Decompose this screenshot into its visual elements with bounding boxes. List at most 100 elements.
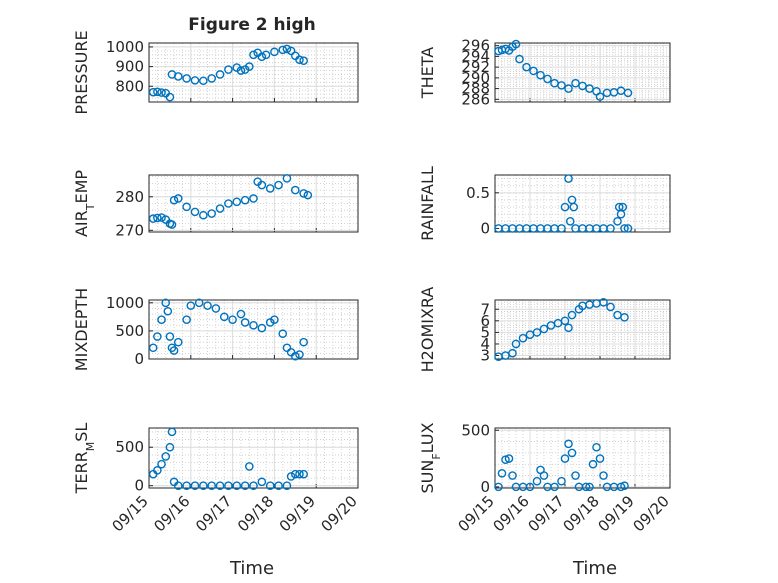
data-point — [623, 224, 633, 233]
data-point — [557, 476, 566, 486]
data-point — [249, 194, 258, 203]
y-tick-label: 500 — [115, 438, 144, 456]
data-point — [257, 180, 267, 190]
y-tick-label: 270 — [115, 221, 144, 239]
data-point — [153, 213, 162, 223]
data-point — [539, 324, 549, 334]
figure-title: Figure 2 high — [188, 15, 316, 35]
data-point — [257, 52, 267, 62]
data-point — [571, 471, 580, 480]
data-point — [595, 454, 605, 463]
data-point — [257, 323, 267, 333]
data-point — [299, 469, 308, 479]
x-tick-label: 09/17 — [525, 492, 568, 535]
y-tick-label: 0 — [134, 477, 144, 495]
data-point — [497, 468, 507, 478]
data-point — [190, 481, 200, 490]
data-point — [518, 333, 528, 343]
data-point — [173, 72, 183, 81]
data-point — [620, 481, 629, 491]
y-tick-label: 0 — [480, 478, 490, 496]
x-tick-label: 09/20 — [318, 492, 361, 535]
y-tick-label: 1000 — [106, 38, 144, 56]
data-point — [557, 224, 566, 233]
y-tick-label: 6 — [480, 312, 490, 330]
data-point — [232, 481, 242, 490]
data-point — [564, 84, 573, 93]
data-point — [620, 224, 629, 233]
x-tick-label: 09/15 — [109, 492, 152, 535]
data-point — [245, 462, 254, 471]
data-point — [278, 329, 288, 339]
data-point — [522, 62, 531, 72]
y-tick-label: 290 — [461, 69, 490, 87]
data-point — [245, 62, 254, 71]
y-tick-label: 500 — [115, 322, 144, 340]
data-point — [157, 213, 166, 222]
x-tick-label: 09/19 — [595, 492, 638, 535]
data-point — [585, 84, 594, 93]
data-point — [274, 481, 283, 490]
data-point — [560, 454, 570, 463]
data-point — [299, 189, 308, 198]
y-tick-label: 800 — [115, 77, 144, 95]
data-point — [557, 81, 566, 90]
data-point — [182, 315, 191, 324]
data-point — [265, 481, 275, 490]
data-point — [228, 315, 237, 324]
data-point — [494, 482, 503, 492]
data-point — [504, 454, 514, 463]
data-point — [215, 204, 225, 213]
y-tick-label: 5 — [480, 323, 490, 341]
data-point — [157, 88, 166, 97]
y-tick-label: 7 — [480, 300, 490, 318]
data-point — [186, 301, 196, 310]
data-point — [578, 81, 587, 91]
data-point — [564, 174, 573, 183]
data-point — [508, 348, 517, 358]
data-point — [224, 199, 233, 208]
data-point — [606, 302, 615, 312]
data-point — [303, 190, 313, 200]
data-point — [240, 318, 250, 327]
y-tick-label: 1000 — [106, 294, 144, 312]
data-point — [165, 92, 175, 102]
plot-area — [494, 427, 671, 489]
data-point — [560, 202, 570, 212]
data-point — [525, 482, 535, 492]
x-tick-label: 09/16 — [150, 492, 193, 535]
data-point — [224, 481, 233, 490]
data-point — [539, 471, 549, 480]
data-point — [148, 343, 158, 353]
y-tick-label: 288 — [461, 80, 490, 98]
data-point — [564, 323, 573, 333]
data-point — [620, 313, 629, 322]
data-point — [236, 66, 246, 75]
data-point — [157, 315, 166, 324]
data-point — [240, 195, 250, 205]
y-axis-label: THETA — [418, 47, 437, 99]
data-point — [249, 481, 258, 490]
y-axis-label: TERRMSL — [72, 423, 97, 495]
x-tick-label: 09/17 — [192, 492, 235, 535]
y-tick-label: 3 — [480, 347, 490, 365]
plot-area — [494, 174, 671, 233]
plot-area — [148, 427, 359, 489]
data-point — [550, 482, 559, 492]
data-point — [211, 304, 221, 313]
axes-frame — [494, 42, 671, 103]
data-point — [511, 39, 521, 49]
data-point — [599, 298, 608, 307]
data-point — [299, 56, 308, 66]
data-point — [182, 202, 191, 212]
data-point — [270, 47, 279, 57]
data-point — [167, 427, 177, 437]
y-tick-label: 0 — [480, 219, 490, 237]
axes-frame — [148, 427, 359, 489]
data-point — [167, 220, 177, 229]
data-point — [153, 87, 162, 97]
